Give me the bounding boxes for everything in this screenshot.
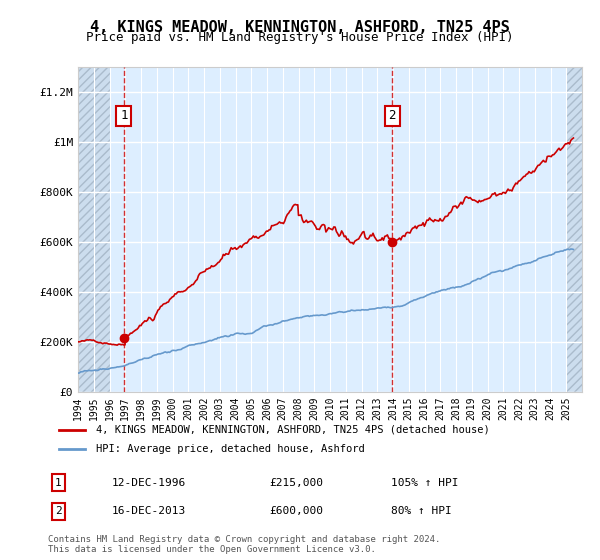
Text: 16-DEC-2013: 16-DEC-2013 [112, 506, 185, 516]
Text: £600,000: £600,000 [270, 506, 324, 516]
Text: 2: 2 [389, 109, 396, 123]
Text: 1: 1 [55, 478, 62, 488]
Text: 1: 1 [120, 109, 128, 123]
Text: 105% ↑ HPI: 105% ↑ HPI [391, 478, 459, 488]
Text: Price paid vs. HM Land Registry's House Price Index (HPI): Price paid vs. HM Land Registry's House … [86, 31, 514, 44]
Text: 4, KINGS MEADOW, KENNINGTON, ASHFORD, TN25 4PS: 4, KINGS MEADOW, KENNINGTON, ASHFORD, TN… [90, 20, 510, 35]
Text: £215,000: £215,000 [270, 478, 324, 488]
Text: Contains HM Land Registry data © Crown copyright and database right 2024.
This d: Contains HM Land Registry data © Crown c… [48, 535, 440, 554]
Text: 80% ↑ HPI: 80% ↑ HPI [391, 506, 452, 516]
Text: 4, KINGS MEADOW, KENNINGTON, ASHFORD, TN25 4PS (detached house): 4, KINGS MEADOW, KENNINGTON, ASHFORD, TN… [95, 424, 489, 435]
Text: 12-DEC-1996: 12-DEC-1996 [112, 478, 185, 488]
Text: 2: 2 [55, 506, 62, 516]
Text: HPI: Average price, detached house, Ashford: HPI: Average price, detached house, Ashf… [95, 445, 364, 455]
